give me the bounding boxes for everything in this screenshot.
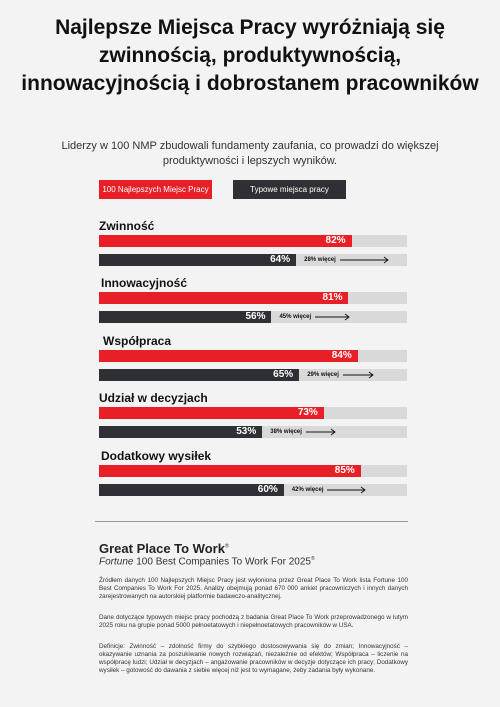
category-label-dodatkowy-wysilek: Dodatkowy wysiłek (101, 449, 212, 463)
value-label-top-udzial-w-decyzjach: 73% (297, 407, 318, 418)
bar-track-top-udzial-w-decyzjach: 73% (99, 407, 407, 419)
difference-label-zwinnosc: 28% więcej (304, 257, 336, 263)
source-note: Źródłem danych 100 Najlepszych Miejsc Pr… (99, 577, 408, 600)
bar-track-top-zwinnosc: 82% (99, 235, 407, 247)
bar-typical-dodatkowy-wysilek (99, 484, 284, 496)
value-label-top-dodatkowy-wysilek: 85% (334, 465, 355, 476)
brand-subtitle: Fortune 100 Best Companies To Work For 2… (99, 556, 315, 567)
bar-typical-zwinnosc (99, 254, 297, 266)
difference-label-wspolpraca: 29% więcej (307, 372, 339, 378)
arrow-right-icon (342, 371, 374, 379)
bar-typical-udzial-w-decyzjach (99, 426, 263, 438)
bar-track-top-dodatkowy-wysilek: 85% (99, 465, 407, 477)
bar-typical-wspolpraca (99, 369, 300, 381)
arrow-right-icon (305, 428, 336, 436)
difference-label-innowacyjnosc: 45% więcej (279, 314, 312, 320)
category-label-zwinnosc: Zwinność (99, 219, 155, 233)
brand-trademark: ® (224, 543, 229, 550)
brand-name: Great Place To Work (99, 541, 225, 556)
bar-top-innowacyjnosc (99, 292, 349, 304)
bar-top-dodatkowy-wysilek (99, 465, 361, 477)
value-label-top-zwinnosc: 82% (325, 235, 346, 246)
brand-logo: Great Place To Work® (99, 541, 229, 556)
bar-track-top-wspolpraca: 84% (99, 350, 407, 362)
arrow-right-icon (327, 486, 367, 494)
bar-track-typical-udzial-w-decyzjach: 53% 38% więcej (99, 426, 407, 438)
difference-label-udzial-w-decyzjach: 38% więcej (270, 429, 302, 435)
arrow-right-icon (315, 313, 350, 321)
bar-track-typical-innowacyjnosc: 56% 45% więcej (99, 311, 407, 323)
category-label-udzial-w-decyzjach: Udział w decyzjach (99, 391, 208, 405)
category-label-innowacyjnosc: Innowacyjność (101, 276, 188, 290)
brand-subtitle-mark: ® (310, 556, 315, 562)
page-subtitle: Liderzy w 100 NMP zbudowali fundamenty z… (61, 140, 439, 167)
fortune-label: Fortune (99, 556, 134, 568)
bar-track-typical-wspolpraca: 65% 29% więcej (99, 369, 407, 381)
value-label-typical-wspolpraca: 65% (273, 369, 294, 380)
category-label-wspolpraca: Współpraca (103, 334, 172, 348)
bar-typical-innowacyjnosc (99, 311, 272, 323)
bar-top-wspolpraca (99, 350, 358, 362)
page-title: Najlepsze Miejsca Pracy wyróżniają się z… (21, 16, 479, 95)
divider (95, 521, 408, 522)
bar-track-typical-zwinnosc: 64% 28% więcej (99, 254, 407, 266)
brand-subtitle-text: 100 Best Companies To Work For 2025 (133, 556, 311, 568)
legend-top-workplaces: 100 Najlepszych Miejsc Pracy (99, 180, 212, 199)
value-label-typical-zwinnosc: 64% (270, 254, 291, 265)
value-label-top-innowacyjnosc: 81% (322, 292, 343, 303)
typical-note: Dane dotyczące typowych miejsc pracy poc… (99, 614, 408, 629)
arrow-right-icon (339, 256, 389, 264)
value-label-top-wspolpraca: 84% (331, 350, 352, 361)
bar-top-udzial-w-decyzjach (99, 407, 324, 419)
bar-track-top-innowacyjnosc: 81% (99, 292, 407, 304)
legend-typical-workplaces: Typowe miejsca pracy (233, 180, 346, 199)
difference-label-dodatkowy-wysilek: 42% więcej (291, 487, 324, 493)
definitions-note: Definicje: Zwinność – zdolność firmy do … (99, 643, 408, 674)
value-label-typical-dodatkowy-wysilek: 60% (257, 484, 278, 495)
value-label-typical-udzial-w-decyzjach: 53% (236, 426, 257, 437)
bar-track-typical-dodatkowy-wysilek: 60% 42% więcej (99, 484, 407, 496)
value-label-typical-innowacyjnosc: 56% (245, 311, 266, 322)
bar-top-zwinnosc (99, 235, 352, 247)
